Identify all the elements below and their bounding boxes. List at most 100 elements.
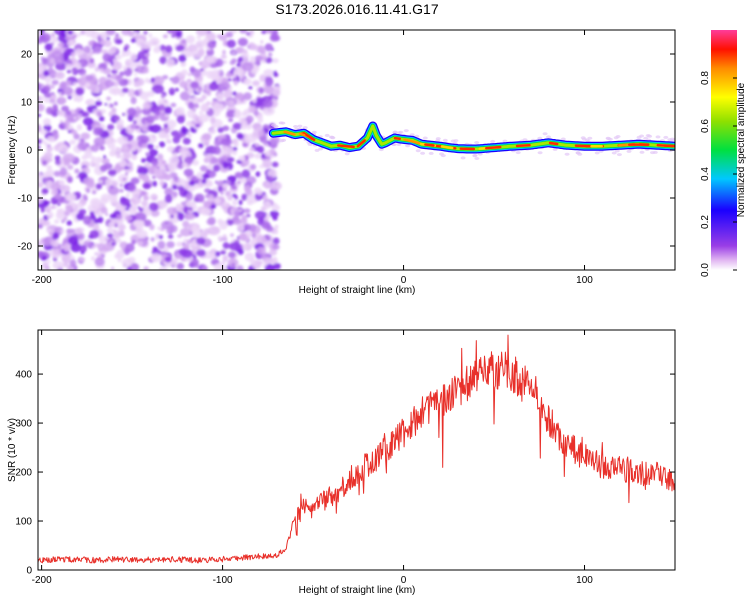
noise-blob: [177, 234, 183, 238]
noise-blob: [159, 44, 166, 52]
noise-blob: [182, 162, 188, 168]
noise-blob: [249, 147, 255, 152]
noise-blob: [234, 141, 239, 147]
noise-blob: [272, 30, 278, 35]
noise-blob: [121, 87, 129, 93]
noise-blob: [100, 193, 112, 202]
noise-blob: [170, 214, 174, 219]
noise-blob: [47, 135, 55, 143]
noise-blob: [217, 235, 223, 241]
noise-blob: [73, 133, 80, 140]
noise-blob: [47, 67, 54, 74]
noise-blob: [54, 205, 58, 209]
noise-blob: [228, 241, 241, 251]
noise-blob: [249, 258, 256, 265]
noise-blob: [166, 207, 177, 215]
noise-blob: [105, 237, 108, 241]
noise-blob: [134, 72, 137, 76]
noise-blob: [196, 237, 206, 245]
noise-blob: [238, 199, 243, 206]
ridge-halo: [302, 126, 308, 130]
noise-blob: [43, 141, 48, 146]
noise-blob: [261, 221, 271, 230]
noise-blob: [159, 180, 165, 187]
noise-blob: [175, 87, 179, 92]
ridge-halo: [639, 134, 645, 138]
noise-blob: [109, 103, 114, 108]
noise-blob: [128, 206, 137, 215]
noise-blob: [142, 102, 151, 110]
noise-blob: [94, 257, 105, 267]
noise-blob: [99, 145, 105, 151]
noise-blob: [127, 88, 136, 98]
noise-blob: [263, 69, 274, 77]
noise-blob: [62, 262, 69, 268]
noise-blob: [243, 92, 252, 101]
noise-blob: [80, 199, 87, 205]
noise-blob: [42, 172, 49, 179]
noise-blob: [126, 266, 132, 270]
noise-blob: [117, 223, 126, 231]
noise-blob: [49, 58, 56, 64]
noise-blob: [164, 187, 174, 196]
noise-blob: [158, 234, 163, 240]
noise-blob: [57, 42, 64, 48]
noise-blob: [226, 109, 237, 118]
noise-blob: [227, 153, 231, 158]
noise-blob: [226, 219, 234, 226]
noise-blob: [176, 262, 185, 270]
noise-blob: [125, 193, 130, 198]
noise-blob: [206, 90, 212, 96]
ridge-halo: [614, 149, 620, 153]
ridge-halo: [409, 133, 415, 137]
ridge-halo: [626, 149, 632, 153]
noise-blob: [194, 193, 205, 203]
noise-blob: [77, 140, 81, 144]
noise-blob: [83, 240, 93, 248]
noise-blob: [46, 259, 51, 264]
noise-blob: [259, 164, 264, 169]
noise-blob: [200, 68, 204, 72]
ridge-halo: [442, 138, 448, 142]
noise-blob: [194, 183, 200, 190]
noise-blob: [254, 153, 261, 159]
noise-blob: [125, 243, 135, 253]
noise-blob: [196, 35, 201, 40]
noise-blob: [104, 79, 113, 88]
snr-series-line: [38, 334, 675, 564]
noise-blob: [168, 87, 176, 96]
noise-blob: [193, 103, 200, 109]
ridge-halo: [671, 138, 675, 142]
ridge-halo: [611, 151, 617, 155]
noise-blob: [210, 72, 220, 82]
spectrogram-y-tick-label: 20: [21, 50, 33, 61]
noise-blob: [111, 266, 115, 270]
ridge-halo: [428, 151, 434, 155]
noise-blob: [38, 250, 44, 259]
noise-blob: [273, 152, 278, 157]
noise-blob: [203, 37, 209, 44]
noise-blob: [185, 192, 194, 201]
noise-blob: [94, 66, 100, 72]
noise-blob: [110, 196, 118, 205]
noise-blob: [134, 212, 147, 222]
ridge-hot-segment: [393, 136, 401, 141]
noise-blob: [78, 257, 86, 262]
noise-blob: [94, 218, 100, 224]
noise-blob: [99, 68, 104, 73]
noise-blob: [133, 31, 138, 35]
noise-blob: [54, 193, 62, 200]
noise-blob: [268, 249, 278, 256]
spectrogram-y-tick-label: 10: [21, 98, 33, 109]
snr-x-tick-label: 0: [401, 575, 407, 586]
noise-blob: [262, 159, 273, 169]
noise-blob: [230, 233, 234, 238]
noise-blob: [89, 229, 100, 239]
noise-blob: [268, 263, 272, 268]
spectrogram-y-tick-label: -10: [18, 194, 33, 205]
noise-blob: [233, 110, 242, 119]
noise-blob: [73, 116, 77, 120]
noise-blob: [122, 112, 126, 116]
noise-blob: [192, 159, 199, 166]
noise-blob: [76, 124, 82, 131]
